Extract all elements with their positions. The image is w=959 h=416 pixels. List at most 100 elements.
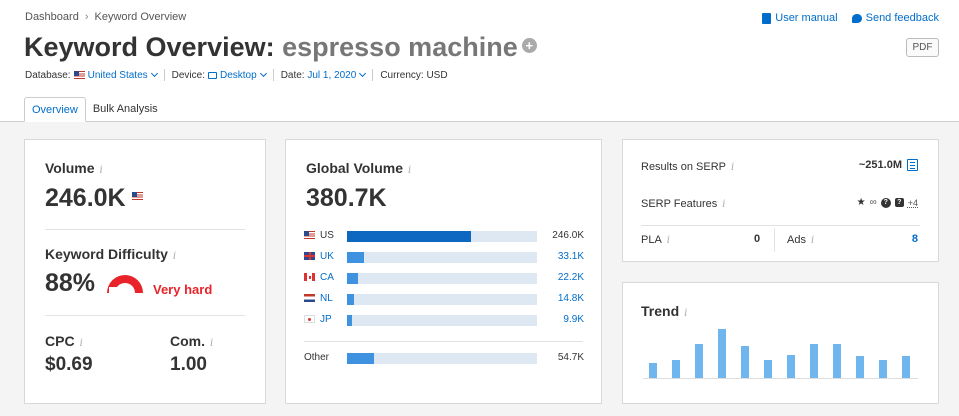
question-circle-icon[interactable]: ? [880,197,891,208]
country-value[interactable]: 33.1K [557,251,584,262]
date-label: Date: [280,69,305,81]
serp-features-icons: ★ ∞ ? ? +4 [853,197,918,208]
difficulty-level: Very hard [153,282,213,297]
info-icon[interactable]: i [210,338,214,349]
trend-baseline [643,378,918,379]
volume-label: Volume [45,160,95,176]
serp-list-icon[interactable] [907,159,918,171]
trend-heading: Trend i [641,303,687,319]
info-icon[interactable]: i [79,338,83,349]
currency-value: USD [426,69,448,81]
trend-bar[interactable] [649,363,657,378]
info-icon[interactable]: i [810,235,815,246]
date-select[interactable]: Jul 1, 2020 [307,69,367,81]
divider [45,315,245,316]
trend-bar[interactable] [695,344,703,378]
desktop-monitor-icon [208,71,217,79]
divider [45,229,245,230]
ads-label: Ads [787,234,806,246]
book-icon [762,12,772,24]
country-value[interactable]: 14.8K [557,293,584,304]
info-icon[interactable]: i [666,235,670,246]
info-icon[interactable]: i [172,251,177,262]
pla-value: 0 [754,233,761,245]
bar-fill [347,294,355,305]
bar-fill [347,252,364,263]
results-on-serp-value-row: ~251.0M [859,159,918,171]
tab-bulk-analysis[interactable]: Bulk Analysis [92,103,158,115]
page-header: Dashboard › Keyword Overview User manual S… [0,0,959,122]
trend-bar[interactable] [741,346,749,378]
global-volume-value: 380.7K [306,184,387,212]
top-links: User manual Send feedback [762,12,939,24]
database-select[interactable]: United States [88,69,158,81]
content-area: Volume i 246.0K Keyword Difficulty i 88% V… [0,122,959,416]
chat-bubble-icon [851,13,862,23]
ads-label-row: Ads i [787,234,814,246]
question-box-icon[interactable]: ? [894,198,904,207]
country-value[interactable]: 22.2K [557,272,584,283]
volume-value: 246.0K [45,184,126,212]
info-icon[interactable]: i [684,308,688,319]
divider [774,228,775,252]
device-select[interactable]: Desktop [220,69,267,81]
divider [372,69,374,81]
other-label: Other [304,352,330,363]
breadcrumb-dashboard[interactable]: Dashboard [25,11,79,23]
volume-value-row: 246.0K [45,184,146,213]
competition-value: 1.00 [170,354,207,375]
country-row-nl[interactable]: NL 14.8K [304,292,584,306]
divider [163,69,165,81]
trend-bar[interactable] [787,355,795,378]
trend-bar[interactable] [856,356,864,378]
tab-overview[interactable]: Overview [24,97,86,122]
serp-features-label-row: SERP Features i [641,198,725,210]
divider [272,69,274,81]
send-feedback-link[interactable]: Send feedback [851,12,939,24]
trend-bar[interactable] [718,329,726,378]
volume-heading: Volume i [45,160,103,176]
country-row-ca[interactable]: CA 22.2K [304,271,584,285]
country-code[interactable]: JP [320,314,332,325]
trend-bar[interactable] [764,360,772,378]
database-label: Database: [25,69,71,81]
bar-track [347,252,537,263]
country-row-us[interactable]: US 246.0K [304,229,584,243]
pdf-export-button[interactable]: PDF [906,38,939,57]
country-code[interactable]: UK [320,251,334,262]
bar-track [347,231,537,242]
star-icon[interactable]: ★ [856,197,866,208]
trend-bar[interactable] [879,360,887,378]
title-keyword: espresso machine [282,32,518,62]
country-code[interactable]: CA [320,272,334,283]
serp-features-more[interactable]: +4 [907,197,918,208]
pla-label: PLA [641,234,662,246]
trend-bar[interactable] [833,344,841,378]
country-row-uk[interactable]: UK 33.1K [304,250,584,264]
country-code: US [320,230,334,241]
difficulty-gauge [107,275,143,293]
tab-bar: Overview Bulk Analysis [24,97,165,122]
divider [304,341,583,342]
trend-bar[interactable] [810,344,818,378]
info-icon[interactable]: i [730,162,735,173]
bar-track [347,273,537,284]
uk-flag-icon [304,252,315,260]
us-flag-icon [304,231,315,239]
ads-value[interactable]: 8 [911,233,918,245]
trend-bar[interactable] [672,360,680,378]
country-value[interactable]: 9.9K [563,314,584,325]
country-row-jp[interactable]: JP 9.9K [304,313,584,327]
country-code[interactable]: NL [320,293,333,304]
user-manual-link[interactable]: User manual [762,12,838,24]
trend-bar[interactable] [902,356,910,378]
info-icon[interactable]: i [722,199,726,210]
add-keyword-plus-icon[interactable]: + [521,38,537,54]
info-icon[interactable]: i [99,165,103,176]
chevron-down-icon [150,69,158,77]
link-icon[interactable]: ∞ [869,197,877,208]
country-row-other: Other 54.7K [304,351,584,365]
bar-track [347,315,537,326]
country-value: 246.0K [552,230,584,241]
info-icon[interactable]: i [407,165,412,176]
